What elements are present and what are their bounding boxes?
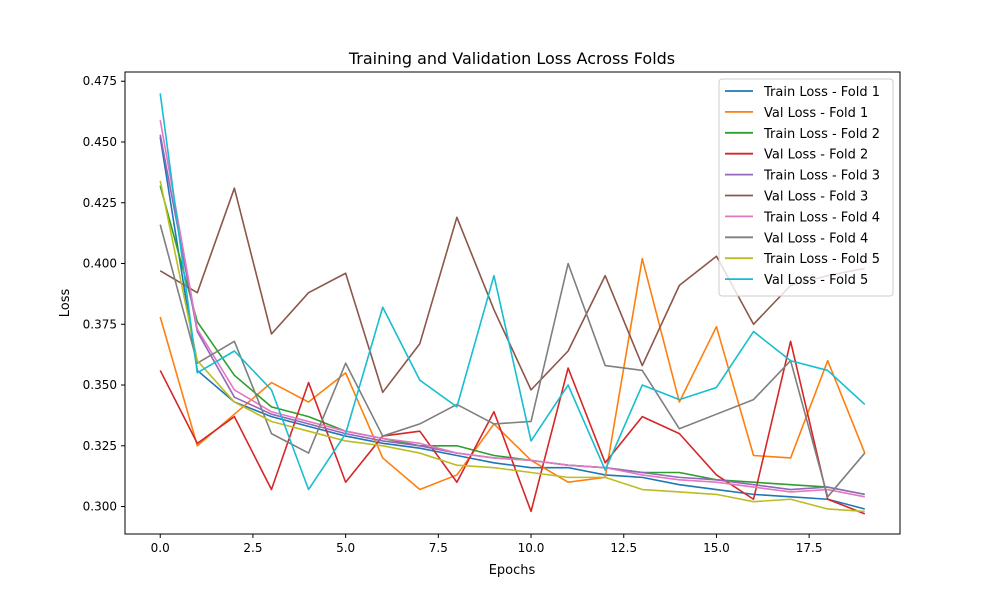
x-tick-label: 0.0 xyxy=(151,541,170,555)
legend-label: Train Loss - Fold 5 xyxy=(763,252,880,267)
legend: Train Loss - Fold 1 Val Loss - Fold 1 Trai… xyxy=(718,78,894,297)
series-line-8 xyxy=(159,224,866,498)
legend-label: Train Loss - Fold 2 xyxy=(763,127,880,142)
x-tick-label: 2.5 xyxy=(243,541,262,555)
legend-label: Val Loss - Fold 3 xyxy=(764,190,868,205)
y-axis-label: Loss xyxy=(58,289,73,318)
x-tick-label: 10.0 xyxy=(518,541,545,555)
legend-label: Train Loss - Fold 3 xyxy=(763,169,880,184)
x-tick-label: 12.5 xyxy=(610,541,637,555)
series-line-4 xyxy=(159,340,866,515)
x-tick-label: 15.0 xyxy=(703,541,730,555)
y-tick-label: 0.425 xyxy=(83,196,117,210)
x-tick-label: 7.5 xyxy=(429,541,448,555)
legend-box xyxy=(718,78,894,297)
legend-label: Train Loss - Fold 1 xyxy=(763,85,880,100)
y-tick-label: 0.450 xyxy=(83,135,117,149)
legend-label: Val Loss - Fold 5 xyxy=(764,273,868,288)
legend-label: Val Loss - Fold 2 xyxy=(764,148,868,163)
y-tick-label: 0.300 xyxy=(83,500,117,514)
x-tick-label: 5.0 xyxy=(336,541,355,555)
y-tick-label: 0.350 xyxy=(83,378,117,392)
series-line-1 xyxy=(159,137,865,510)
plot-frame xyxy=(124,71,901,535)
legend-label: Val Loss - Fold 4 xyxy=(764,231,868,246)
series-lines xyxy=(159,93,866,515)
y-tick-label: 0.400 xyxy=(83,257,117,271)
legend-label: Train Loss - Fold 4 xyxy=(763,210,880,225)
y-tick-label: 0.375 xyxy=(83,317,117,331)
legend-label: Val Loss - Fold 1 xyxy=(764,106,868,121)
series-line-9 xyxy=(159,180,865,513)
series-line-7 xyxy=(159,119,865,498)
y-tick-label: 0.475 xyxy=(83,74,117,88)
y-axis-ticks: 0.300 0.325 0.350 0.375 0.400 0.425 0.450 0.475 xyxy=(83,74,125,514)
x-axis-label: Epochs xyxy=(489,563,536,578)
series-line-2 xyxy=(159,257,866,491)
chart-title: Training and Validation Loss Across Fold… xyxy=(348,49,675,68)
y-tick-label: 0.325 xyxy=(83,439,117,453)
plot-area xyxy=(124,71,901,535)
x-tick-label: 17.5 xyxy=(796,541,823,555)
series-line-10 xyxy=(159,93,866,491)
series-line-6 xyxy=(159,187,865,394)
x-axis-ticks: 0.0 2.5 5.0 7.5 10.0 12.5 15.0 17.5 xyxy=(151,534,823,555)
